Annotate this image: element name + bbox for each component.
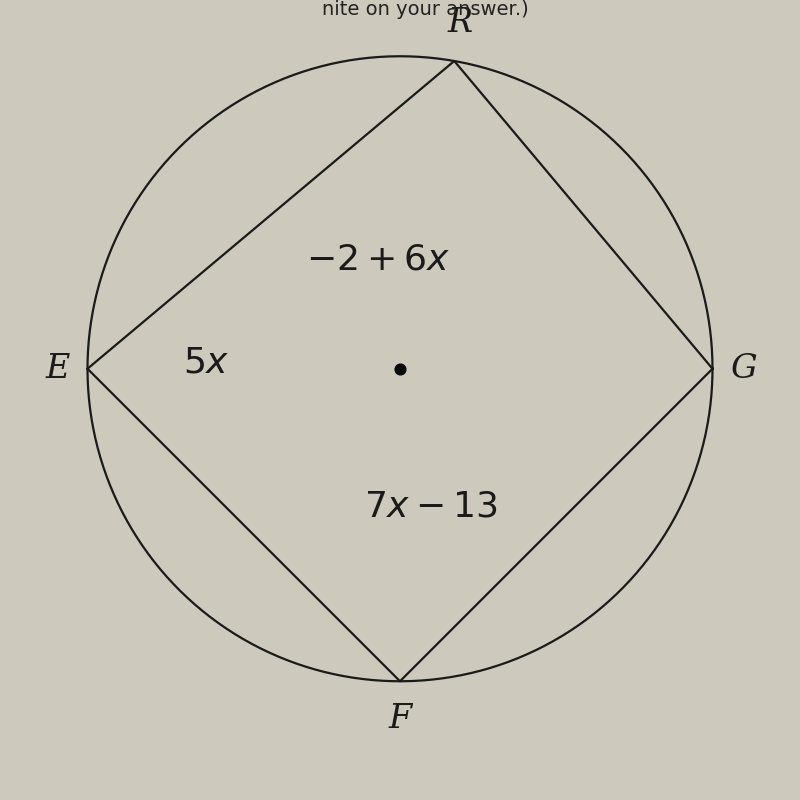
Point [394,362,406,375]
Text: $5x$: $5x$ [183,346,230,379]
Text: $-2 + 6x$: $-2 + 6x$ [306,242,450,276]
Text: G: G [730,353,757,385]
Text: R: R [448,7,473,39]
Text: nite on your answer.): nite on your answer.) [322,0,528,18]
Text: F: F [389,703,411,735]
Text: E: E [46,353,70,385]
Text: $7x - 13$: $7x - 13$ [364,490,498,523]
